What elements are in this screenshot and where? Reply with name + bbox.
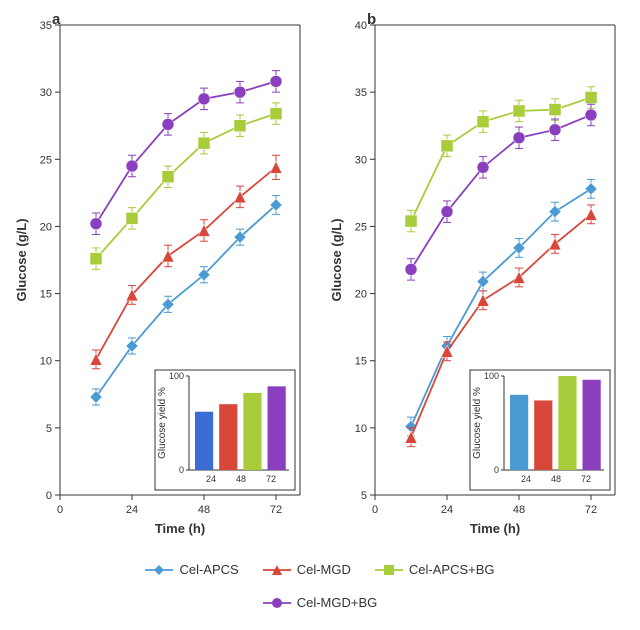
legend-label: Cel-APCS+BG: [409, 562, 495, 577]
svg-text:48: 48: [551, 474, 561, 484]
svg-text:20: 20: [355, 289, 367, 301]
svg-text:24: 24: [441, 504, 453, 516]
svg-text:25: 25: [355, 221, 367, 233]
svg-text:15: 15: [355, 356, 367, 368]
svg-text:Glucose yield %: Glucose yield %: [472, 387, 483, 459]
svg-text:72: 72: [581, 474, 591, 484]
svg-text:24: 24: [126, 504, 138, 516]
svg-text:0: 0: [494, 465, 499, 475]
svg-text:5: 5: [46, 423, 52, 435]
panel-label: b: [367, 11, 376, 28]
svg-text:5: 5: [361, 490, 367, 502]
svg-text:24: 24: [206, 474, 216, 484]
svg-text:48: 48: [513, 504, 525, 516]
svg-text:20: 20: [40, 221, 52, 233]
svg-text:72: 72: [266, 474, 276, 484]
svg-text:Glucose yield %: Glucose yield %: [157, 387, 168, 459]
svg-text:10: 10: [40, 356, 52, 368]
svg-text:40: 40: [355, 20, 367, 32]
svg-text:0: 0: [179, 465, 184, 475]
svg-text:15: 15: [40, 289, 52, 301]
legend: Cel-APCS Cel-MGD Cel-APCS+BG Cel-MGD+BG: [110, 562, 530, 610]
svg-text:100: 100: [484, 371, 499, 381]
panel-b: 5 10 15 20 25 30 35 40 0 24 48 72 Time (h) Glucose (g…: [325, 5, 625, 545]
svg-text:Glucose (g/L): Glucose (g/L): [329, 218, 344, 301]
svg-text:35: 35: [355, 87, 367, 99]
svg-text:100: 100: [169, 371, 184, 381]
svg-text:48: 48: [198, 504, 210, 516]
svg-text:0: 0: [57, 504, 63, 516]
legend-item: Cel-MGD: [263, 562, 351, 577]
svg-text:0: 0: [46, 490, 52, 502]
legend-item: Cel-MGD+BG: [263, 595, 378, 610]
svg-text:35: 35: [40, 20, 52, 32]
svg-text:24: 24: [521, 474, 531, 484]
svg-text:72: 72: [270, 504, 282, 516]
legend-item: Cel-APCS: [145, 562, 238, 577]
svg-text:Time (h): Time (h): [155, 521, 205, 536]
svg-text:10: 10: [355, 423, 367, 435]
panel-a: 0 5 10 15 20 25 30 35 0 24 48 72 Time (h) Glucose (g/…: [10, 5, 310, 545]
svg-text:0: 0: [372, 504, 378, 516]
svg-text:25: 25: [40, 154, 52, 166]
svg-text:72: 72: [585, 504, 597, 516]
panel-label: a: [52, 11, 60, 28]
legend-item: Cel-APCS+BG: [375, 562, 495, 577]
legend-label: Cel-MGD: [297, 562, 351, 577]
svg-text:Time (h): Time (h): [470, 521, 520, 536]
svg-text:Glucose (g/L): Glucose (g/L): [14, 218, 29, 301]
svg-text:30: 30: [40, 87, 52, 99]
legend-label: Cel-APCS: [179, 562, 238, 577]
svg-text:48: 48: [236, 474, 246, 484]
svg-text:30: 30: [355, 154, 367, 166]
legend-label: Cel-MGD+BG: [297, 595, 378, 610]
